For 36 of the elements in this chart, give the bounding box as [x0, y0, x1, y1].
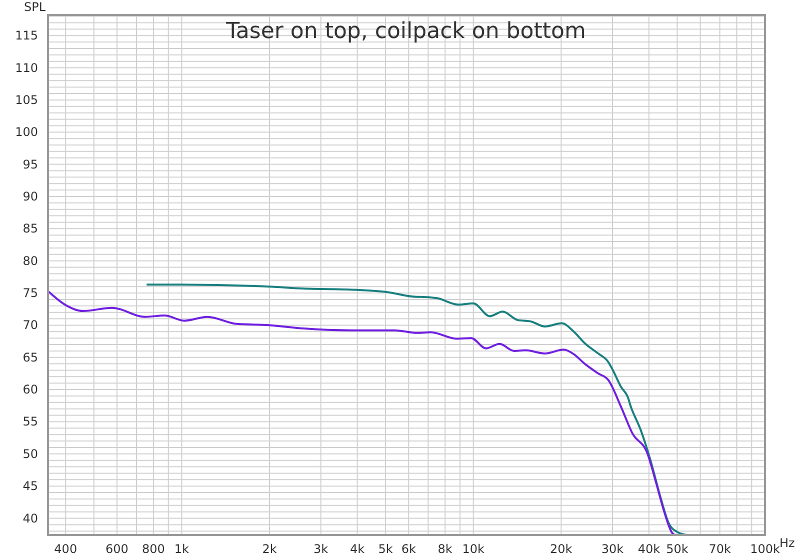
chart-title: Taser on top, coilpack on bottom [225, 19, 586, 44]
x-tick-label: 40k [638, 542, 660, 556]
y-tick-label: 70 [22, 318, 38, 332]
y-tick-label: 105 [15, 92, 38, 107]
y-tick-label: 55 [22, 414, 38, 429]
x-tick-label: 800 [142, 542, 165, 556]
x-tick-label: 3k [314, 542, 328, 556]
x-tick-label: 100k [750, 542, 780, 556]
x-tick-label: 20k [550, 542, 572, 556]
x-tick-label: 2k [262, 542, 277, 556]
x-tick-label: 10k [462, 542, 485, 556]
x-tick-label: 400 [54, 542, 78, 556]
x-tick-label: 30k [601, 542, 624, 556]
x-tick-label: 6k [401, 542, 416, 556]
y-tick-label: 80 [22, 254, 38, 268]
y-tick-label: 100 [15, 125, 38, 140]
x-tick-label: 50k [666, 542, 688, 556]
y-tick-label: 110 [15, 60, 38, 75]
y-tick-label: 40 [22, 511, 38, 526]
y-tick-label: 65 [22, 350, 38, 364]
x-tick-label: 70k [708, 542, 731, 556]
x-tick-label: 600 [106, 542, 128, 556]
x-tick-label: 5k [378, 542, 393, 556]
y-tick-label: 90 [22, 189, 38, 204]
y-tick-label: 45 [22, 479, 38, 494]
y-tick-label: 115 [15, 28, 38, 43]
x-tick-label: 8k [438, 542, 452, 556]
x-tick-label: 4k [350, 542, 365, 556]
y-tick-label: 85 [22, 222, 38, 236]
y-axis-title: SPL [24, 0, 46, 14]
y-tick-label: 50 [22, 446, 38, 461]
y-tick-label: 75 [22, 286, 38, 300]
x-tick-label: 1k [174, 542, 190, 556]
y-tick-label: 95 [22, 157, 38, 172]
x-axis-title: Hz [780, 536, 795, 550]
y-tick-label: 60 [22, 382, 38, 397]
